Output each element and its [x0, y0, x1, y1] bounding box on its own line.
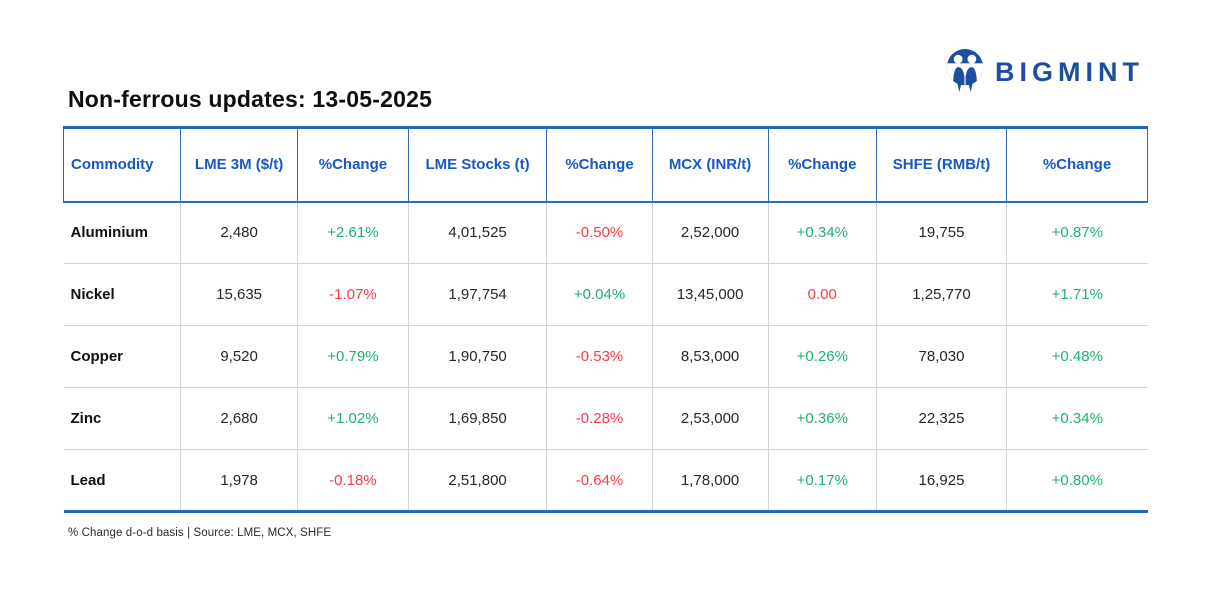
value-cell: 2,51,800	[407, 449, 548, 512]
value-cell: +0.26%	[767, 325, 877, 388]
value-cell: +0.87%	[1006, 201, 1148, 264]
commodity-name: Nickel	[63, 263, 182, 326]
value-cell: -0.50%	[546, 201, 653, 264]
col-header-lme-stocks-change: %Change	[546, 127, 653, 203]
bigmint-wordmark: BIGMINT	[995, 57, 1144, 87]
value-cell: +0.80%	[1006, 449, 1148, 512]
col-header-shfe: SHFE (RMB/t)	[875, 127, 1008, 203]
value-cell: 2,52,000	[651, 201, 769, 264]
value-cell: -0.18%	[297, 449, 409, 512]
value-cell: +0.36%	[767, 387, 877, 450]
value-cell: 2,680	[180, 387, 299, 450]
value-cell: 13,45,000	[651, 263, 769, 326]
value-cell: 1,25,770	[875, 263, 1008, 326]
bigmint-people-icon	[944, 46, 986, 99]
table-row-lead: Lead 1,978 -0.18% 2,51,800 -0.64% 1,78,0…	[63, 449, 1148, 512]
table-row-copper: Copper 9,520 +0.79% 1,90,750 -0.53% 8,53…	[63, 325, 1148, 388]
value-cell: +1.71%	[1006, 263, 1148, 326]
value-cell: -0.28%	[546, 387, 653, 450]
value-cell: 4,01,525	[407, 201, 548, 264]
value-cell: 1,97,754	[407, 263, 548, 326]
col-header-mcx: MCX (INR/t)	[651, 127, 769, 203]
value-cell: 2,480	[180, 201, 299, 264]
value-cell: 1,69,850	[407, 387, 548, 450]
value-cell: 1,78,000	[651, 449, 769, 512]
col-header-mcx-change: %Change	[767, 127, 877, 203]
value-cell: +0.04%	[546, 263, 653, 326]
col-header-commodity: Commodity	[62, 127, 182, 203]
source-footnote: % Change d-o-d basis | Source: LME, MCX,…	[68, 527, 332, 539]
value-cell: +1.02%	[297, 387, 409, 450]
table-row-nickel: Nickel 15,635 -1.07% 1,97,754 +0.04% 13,…	[63, 263, 1148, 326]
header-row: Commodity LME 3M ($/t) %Change LME Stock…	[62, 127, 1148, 203]
value-cell: +2.61%	[297, 201, 409, 264]
value-cell: 1,978	[180, 449, 299, 512]
page-title: Non-ferrous updates: 13-05-2025	[68, 86, 433, 112]
bigmint-logo: BIGMINT	[944, 46, 1144, 99]
commodity-name: Zinc	[63, 387, 182, 450]
value-cell: 2,53,000	[651, 387, 769, 450]
value-cell: 1,90,750	[407, 325, 548, 388]
commodity-price-table: Commodity LME 3M ($/t) %Change LME Stock…	[62, 126, 1148, 513]
table-row-zinc: Zinc 2,680 +1.02% 1,69,850 -0.28% 2,53,0…	[63, 387, 1148, 450]
value-cell: 0.00	[767, 263, 877, 326]
value-cell: -0.64%	[546, 449, 653, 512]
value-cell: +0.34%	[767, 201, 877, 264]
col-header-lme-3m-change: %Change	[297, 127, 409, 203]
commodity-name: Aluminium	[63, 201, 182, 264]
value-cell: 9,520	[180, 325, 299, 388]
value-cell: -0.53%	[546, 325, 653, 388]
col-header-lme-stocks: LME Stocks (t)	[407, 127, 548, 203]
value-cell: +0.17%	[767, 449, 877, 512]
value-cell: 8,53,000	[651, 325, 769, 388]
value-cell: 78,030	[875, 325, 1008, 388]
value-cell: 16,925	[875, 449, 1008, 512]
value-cell: +0.34%	[1006, 387, 1148, 450]
value-cell: -1.07%	[297, 263, 409, 326]
table-row-aluminium: Aluminium 2,480 +2.61% 4,01,525 -0.50% 2…	[63, 201, 1148, 264]
value-cell: 19,755	[875, 201, 1008, 264]
value-cell: +0.79%	[297, 325, 409, 388]
commodity-name: Copper	[63, 325, 182, 388]
value-cell: +0.48%	[1006, 325, 1148, 388]
value-cell: 15,635	[180, 263, 299, 326]
col-header-shfe-change: %Change	[1006, 127, 1148, 203]
commodity-name: Lead	[63, 449, 182, 512]
value-cell: 22,325	[875, 387, 1008, 450]
col-header-lme-3m: LME 3M ($/t)	[180, 127, 299, 203]
